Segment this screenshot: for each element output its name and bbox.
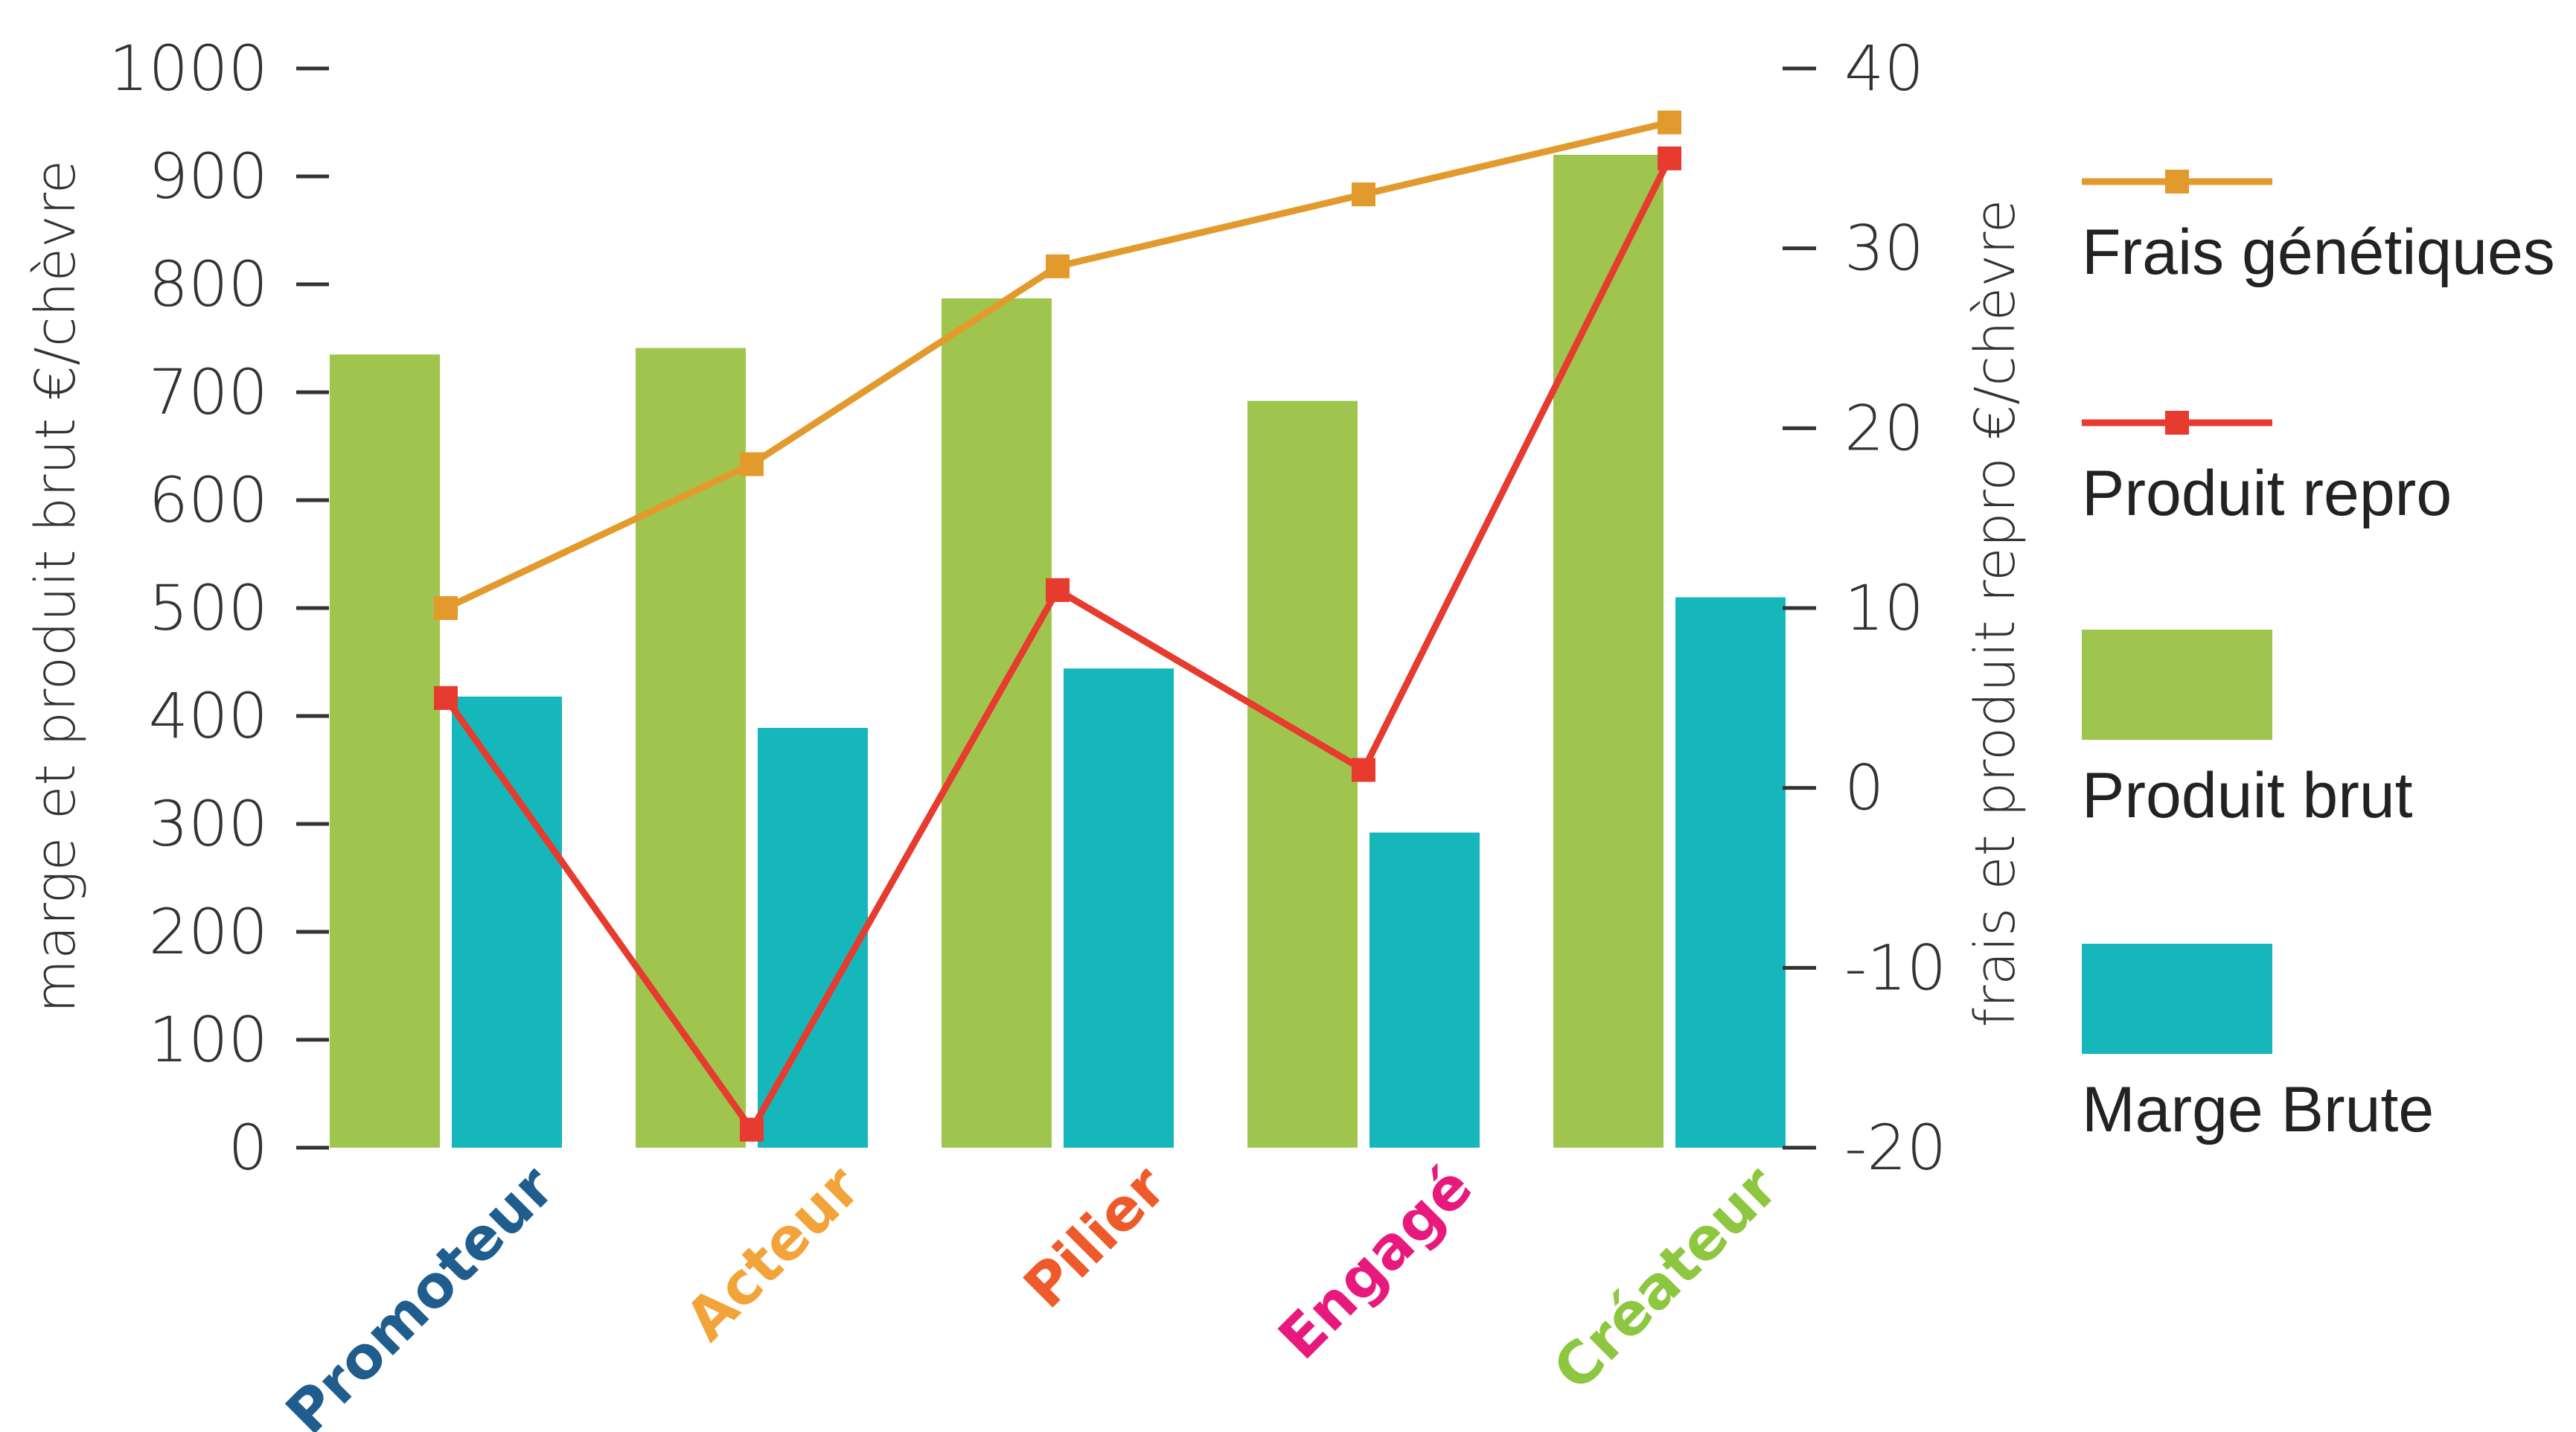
y-tick-label: 600 bbox=[149, 464, 268, 537]
y-tick-label: 700 bbox=[149, 356, 268, 429]
legend-label: Produit brut bbox=[2082, 760, 2413, 831]
left-axis: 0 100 200 300 400 500 600 700 800 900 1000 bbox=[109, 32, 329, 1184]
legend-bar-swatch bbox=[2082, 944, 2272, 1054]
marker-produit-repro bbox=[1658, 146, 1681, 170]
y-tick-label: 1000 bbox=[109, 32, 268, 105]
marker-frais-genetiques bbox=[1046, 254, 1070, 278]
marker-frais-genetiques bbox=[1352, 182, 1375, 207]
y2-tick-label: 0 bbox=[1844, 752, 1884, 825]
bars-layer bbox=[330, 155, 1786, 1148]
bar-marge-brute bbox=[452, 696, 562, 1148]
y2-tick-label: 30 bbox=[1844, 212, 1924, 285]
y-tick-label: 400 bbox=[149, 680, 268, 752]
bar-marge-brute bbox=[1064, 668, 1174, 1148]
y-tick-label: 200 bbox=[149, 895, 268, 968]
y-tick-label: 500 bbox=[149, 572, 268, 645]
category-label: Acteur bbox=[673, 1153, 874, 1354]
legend: Frais génétiques Produit repro Produit bru… bbox=[2082, 170, 2555, 1145]
category-label: Promoteur bbox=[274, 1153, 568, 1432]
y-tick-label: 800 bbox=[149, 248, 268, 321]
y-axis-title: marge et produit brut €/chèvre bbox=[24, 160, 88, 1013]
bar-produit-brut bbox=[330, 354, 440, 1148]
category-label: Créateur bbox=[1541, 1153, 1792, 1404]
marker-produit-repro bbox=[1352, 758, 1375, 782]
bar-produit-brut bbox=[636, 348, 746, 1148]
y2-tick-label: -10 bbox=[1844, 931, 1946, 1004]
legend-marker bbox=[2165, 170, 2189, 194]
bar-marge-brute bbox=[1675, 597, 1786, 1148]
y-tick-label: 100 bbox=[149, 1003, 268, 1076]
bar-produit-brut bbox=[1247, 400, 1358, 1148]
y2-tick-label: 10 bbox=[1844, 572, 1924, 645]
marker-frais-genetiques bbox=[434, 596, 458, 620]
category-labels: Promoteur Acteur Pilier Engagé Créateur bbox=[274, 1153, 1792, 1432]
category-label: Engagé bbox=[1266, 1154, 1485, 1372]
bar-produit-brut bbox=[1553, 155, 1663, 1148]
marker-frais-genetiques bbox=[1658, 110, 1681, 135]
line-produit-repro bbox=[443, 156, 1673, 1137]
legend-label: Marge Brute bbox=[2082, 1074, 2434, 1145]
legend-label: Produit repro bbox=[2082, 458, 2452, 529]
marker-produit-repro bbox=[740, 1117, 764, 1142]
marker-produit-repro bbox=[434, 685, 458, 710]
y-tick-label: 300 bbox=[149, 787, 268, 860]
legend-marker bbox=[2165, 411, 2189, 435]
marker-frais-genetiques bbox=[740, 452, 764, 476]
y-tick-label: 0 bbox=[228, 1111, 268, 1184]
y2-tick-label: 40 bbox=[1844, 32, 1924, 105]
legend-bar-swatch bbox=[2082, 630, 2272, 740]
category-label: Pilier bbox=[1011, 1153, 1180, 1321]
y-tick-label: 900 bbox=[149, 140, 268, 213]
y2-tick-label: 20 bbox=[1844, 391, 1924, 464]
bar-marge-brute bbox=[1370, 832, 1480, 1148]
marker-produit-repro bbox=[1046, 578, 1070, 602]
lines-layer bbox=[434, 110, 1681, 1142]
legend-label: Frais génétiques bbox=[2082, 217, 2555, 288]
line-frais-genetiques bbox=[444, 119, 1671, 612]
bar-marge-brute bbox=[758, 727, 868, 1148]
y2-tick-label: -20 bbox=[1844, 1111, 1946, 1184]
right-axis: -20 -10 0 10 20 30 40 bbox=[1783, 32, 1946, 1184]
y2-axis-title: frais et produit repro €/chèvre bbox=[1963, 199, 2027, 1028]
bar-produit-brut bbox=[942, 298, 1052, 1148]
